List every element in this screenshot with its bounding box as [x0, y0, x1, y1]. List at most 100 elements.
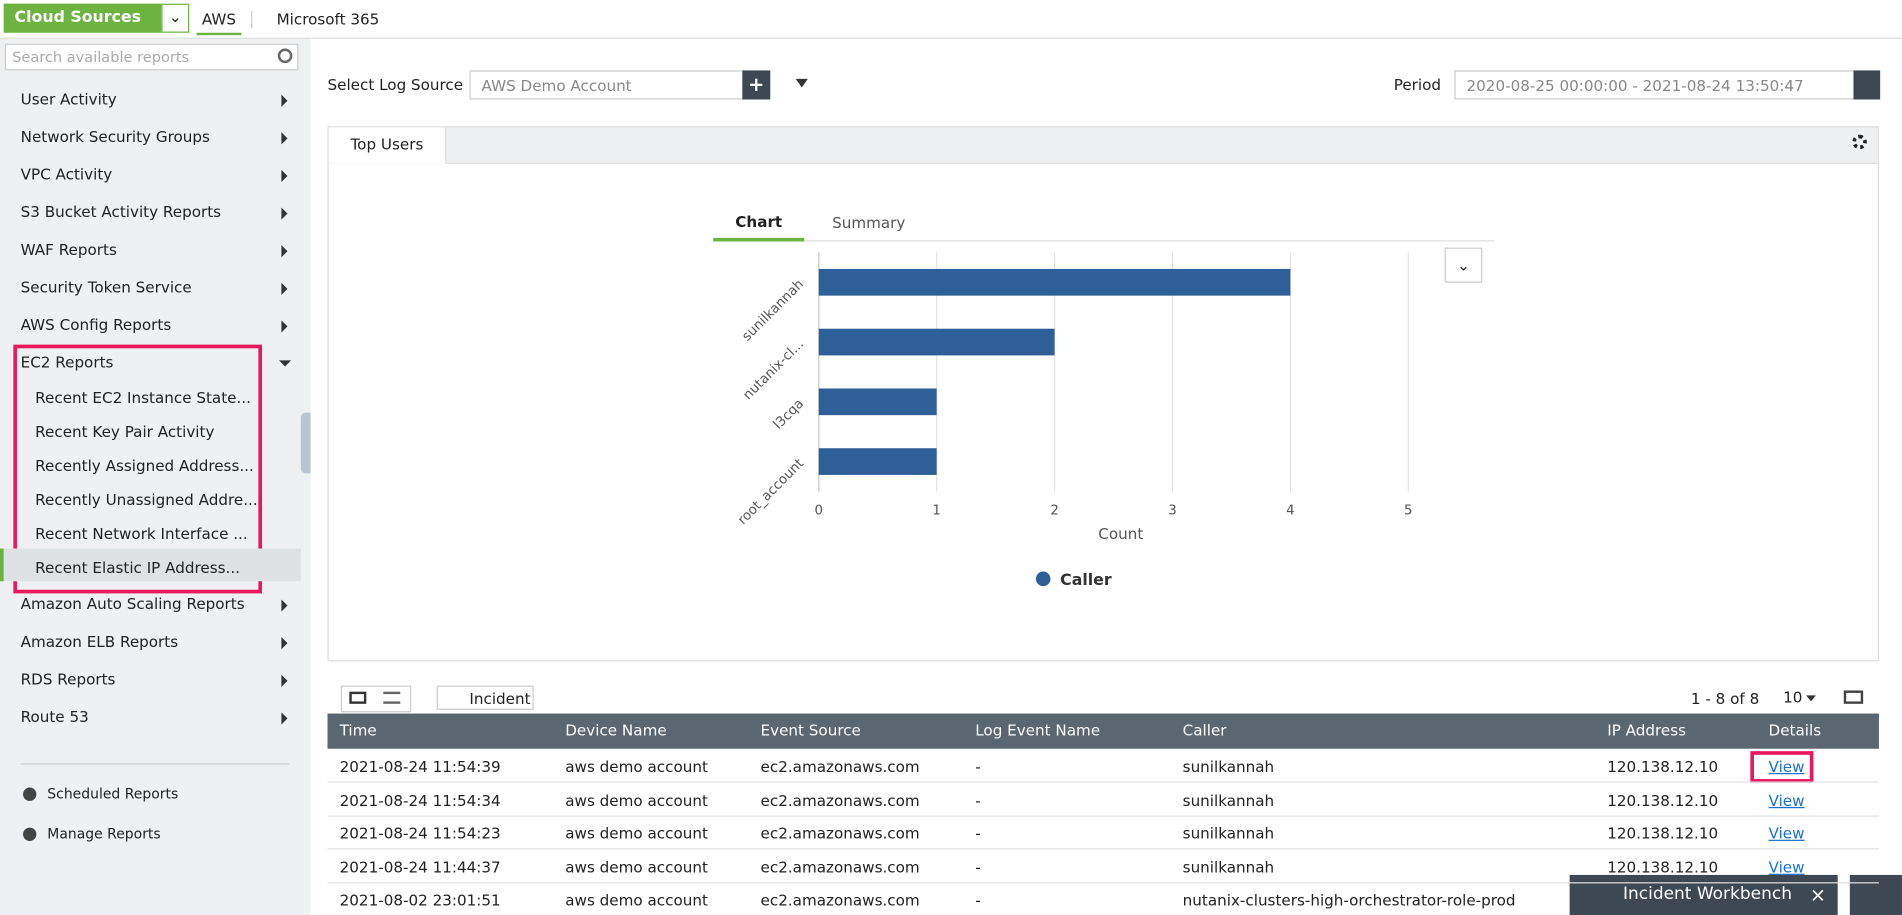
row-divider [327, 848, 1879, 850]
arrow [281, 320, 288, 333]
cell: 2021-08-24 11:54:34 [339, 790, 501, 809]
sidebar-item[interactable]: Route 53 [20, 707, 89, 726]
page-size-caret[interactable] [1806, 695, 1816, 702]
chat-button[interactable] [1849, 874, 1902, 915]
column-header: Event Source [760, 720, 861, 740]
sidebar-item[interactable]: Security Token Service [20, 277, 192, 297]
arrow [281, 599, 288, 612]
cell: 120.138.12.10 [1607, 823, 1719, 843]
cell: sunilkannah [1182, 757, 1275, 776]
sidebar-item[interactable]: Amazon ELB Reports [20, 632, 179, 651]
divider [20, 763, 290, 765]
view-tab[interactable]: Summary [832, 213, 906, 232]
sidebar-subitem[interactable]: Recently Unassigned Addre... [35, 490, 258, 509]
column-header: Device Name [565, 720, 667, 740]
cell: - [975, 790, 981, 809]
view-tab[interactable]: Chart [713, 209, 805, 242]
incident-workbench[interactable]: Incident Workbench [1569, 874, 1838, 915]
search-icon[interactable] [277, 48, 293, 64]
arrow [281, 132, 288, 145]
sidebar-item[interactable]: User Activity [20, 89, 117, 109]
close-button[interactable]: × [1809, 883, 1827, 907]
sidebar-link[interactable]: Scheduled Reports [47, 785, 179, 803]
cell: ec2.amazonaws.com [760, 857, 920, 876]
view-link[interactable]: View [1768, 790, 1805, 809]
arrow [281, 282, 288, 295]
list-view-icon[interactable] [383, 691, 401, 704]
sidebar-item[interactable]: RDS Reports [20, 669, 116, 689]
sidebar-subitem[interactable]: Recent Network Interface ... [35, 524, 248, 543]
arrow [281, 674, 288, 687]
sidebar-subitem[interactable]: Recently Assigned Address... [35, 456, 254, 475]
cell: 120.138.12.10 [1607, 790, 1719, 809]
separator [251, 10, 253, 28]
arrow [281, 637, 288, 650]
panel [327, 126, 1879, 662]
filter-icon[interactable] [795, 78, 808, 88]
arrow [281, 94, 288, 107]
tab-rule [713, 240, 1495, 242]
sidebar-item[interactable]: VPC Activity [20, 165, 113, 184]
arrow [281, 245, 288, 258]
sidebar-handle[interactable] [300, 412, 311, 474]
cell: aws demo account [565, 857, 708, 876]
log-source-input[interactable]: AWS Demo Account [469, 70, 744, 100]
cell: - [975, 857, 981, 876]
sidebar-subitem[interactable]: Recent EC2 Instance State... [35, 388, 251, 407]
tab[interactable]: AWS [196, 2, 242, 36]
search-box[interactable]: Search available reports [4, 43, 299, 71]
cell: ec2.amazonaws.com [760, 757, 920, 776]
columns-icon[interactable] [1843, 690, 1864, 704]
row-divider [327, 781, 1879, 783]
view-link[interactable]: View [1768, 857, 1805, 876]
tab[interactable]: Microsoft 365 [276, 9, 380, 28]
column-header: Caller [1182, 720, 1227, 740]
sidebar-item[interactable]: WAF Reports [20, 240, 117, 259]
cell: 120.138.12.10 [1607, 857, 1719, 876]
cell: aws demo account [565, 823, 708, 843]
cell: 2021-08-24 11:54:39 [339, 757, 501, 776]
period-input[interactable]: 2020-08-25 00:00:00 - 2021-08-24 13:50:4… [1454, 70, 1855, 100]
panel-tab[interactable]: Top Users [328, 127, 447, 164]
sidebar-item[interactable]: S3 Bucket Activity Reports [20, 202, 222, 221]
caret [278, 360, 292, 367]
sidebar-item[interactable]: Network Security Groups [20, 127, 210, 146]
cell: 2021-08-02 23:01:51 [339, 890, 501, 909]
cell: - [975, 823, 981, 843]
sidebar-item[interactable]: AWS Config Reports [20, 315, 172, 334]
chart-menu[interactable]: ⌄ [1444, 247, 1483, 283]
sidebar-subitem[interactable]: Recent Key Pair Activity [35, 422, 215, 441]
settings-icon[interactable] [1852, 134, 1867, 150]
selected-row [0, 548, 301, 582]
incident-button[interactable]: Incident [436, 685, 534, 710]
source-menu[interactable]: Cloud Sources [3, 3, 162, 33]
source-dropdown[interactable]: ⌄ [161, 3, 190, 33]
sidebar-item[interactable]: Amazon Auto Scaling Reports [20, 594, 245, 613]
view-toggle[interactable] [340, 685, 412, 713]
sidebar-subitem[interactable]: Recent Elastic IP Address... [35, 558, 240, 577]
grid-view-icon[interactable] [349, 691, 367, 704]
column-header: Details [1768, 720, 1822, 740]
cell: 120.138.12.10 [1607, 757, 1719, 776]
arrow [281, 712, 288, 725]
add-button[interactable]: + [742, 70, 771, 100]
sidebar-item[interactable]: EC2 Reports [20, 353, 114, 372]
cell: - [975, 890, 981, 909]
cell: ec2.amazonaws.com [760, 790, 920, 809]
cell: aws demo account [565, 757, 708, 776]
label: Period [1393, 75, 1442, 94]
column-header: Log Event Name [975, 720, 1101, 740]
row-divider [327, 814, 1879, 817]
arrow [281, 207, 288, 220]
sidebar-link[interactable]: Manage Reports [47, 825, 161, 843]
cell: sunilkannah [1182, 790, 1275, 809]
view-link[interactable]: View [1768, 823, 1805, 843]
page-size[interactable]: 10 [1783, 688, 1803, 707]
cell: 2021-08-24 11:54:23 [339, 823, 501, 843]
cell: nutanix-clusters-high-orchestrator-role-… [1182, 890, 1516, 909]
highlight-box [1750, 751, 1814, 783]
calendar-button[interactable] [1853, 70, 1881, 100]
view-link[interactable]: View [1768, 757, 1805, 776]
cell: ec2.amazonaws.com [760, 823, 920, 843]
